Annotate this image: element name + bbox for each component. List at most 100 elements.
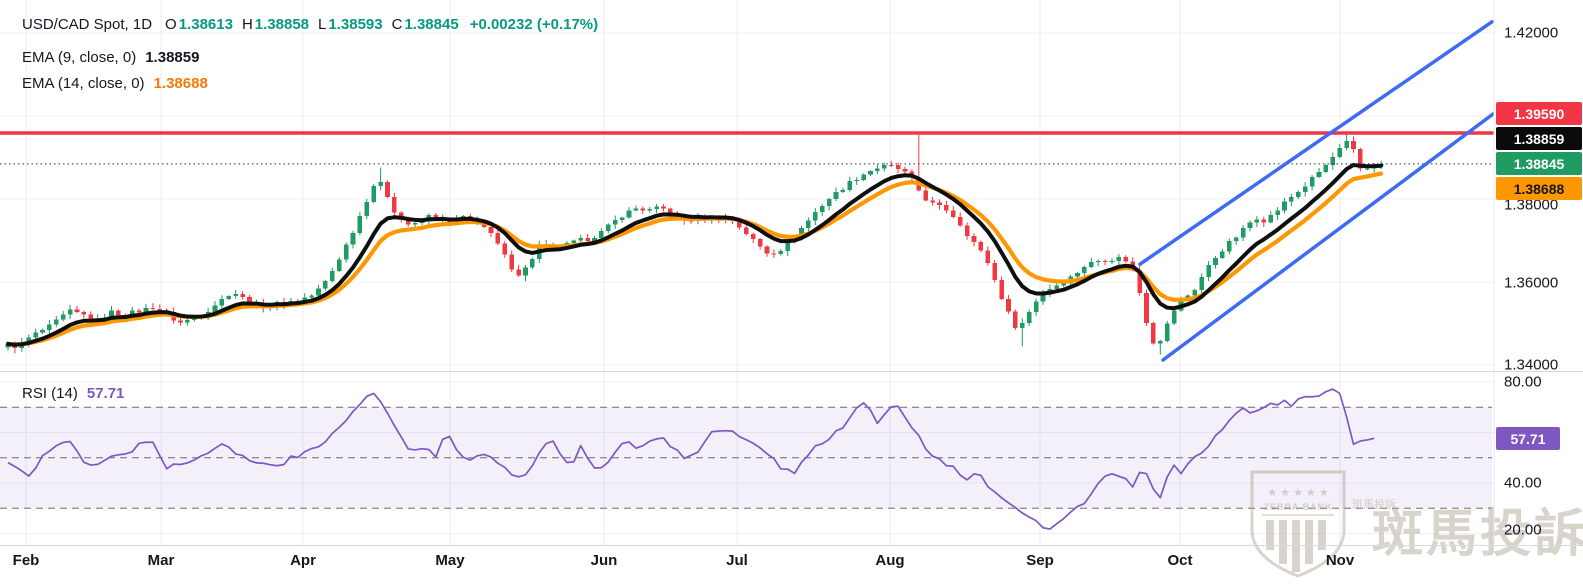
ema14-value: 1.38688: [153, 75, 208, 92]
candle-body: [750, 234, 756, 240]
candle-body: [1158, 340, 1163, 344]
candle-body: [799, 228, 804, 238]
open-label: O: [165, 16, 177, 33]
channel-lower-line[interactable]: [1161, 111, 1496, 362]
candle-body: [757, 239, 763, 247]
plot-area: [0, 0, 1496, 546]
candle-body: [1192, 290, 1198, 296]
watermark-shield-text: ZEBRA BANK: [1263, 502, 1332, 512]
high-label: H: [241, 16, 253, 33]
ema9-label: EMA (9, close, 0): [22, 49, 137, 66]
candle-body: [1227, 241, 1232, 252]
candle-body: [1316, 172, 1322, 177]
candle-body: [1095, 260, 1101, 263]
rsi-axis-label: 80.00: [1504, 373, 1542, 391]
candle-body: [67, 309, 73, 315]
candle-body: [378, 181, 383, 186]
candle-body: [226, 296, 232, 299]
candle-body: [1282, 201, 1287, 211]
candle-body: [1006, 298, 1011, 312]
candle-body: [364, 201, 370, 217]
candle-body: [1013, 311, 1018, 328]
candle-body: [1213, 258, 1218, 266]
candle-body: [1351, 141, 1356, 149]
candle-body: [523, 267, 528, 276]
close-label: C: [391, 16, 403, 33]
candle-body: [647, 209, 652, 211]
indicator-legend-rsi[interactable]: RSI (14) 57.71: [22, 385, 124, 402]
rsi-value: 57.71: [86, 385, 125, 402]
watermark-shield-stripe: [1279, 520, 1287, 564]
rsi-line: [7, 388, 1375, 530]
candle-body: [185, 319, 190, 323]
rsi-axis-label: 20.00: [1504, 521, 1542, 539]
candle-body: [26, 337, 31, 343]
candle-body: [1144, 293, 1149, 323]
candle-body: [923, 190, 928, 201]
candle-body: [826, 199, 832, 207]
candle-body: [405, 219, 411, 225]
candle-body: [640, 208, 646, 211]
ema9-line[interactable]: [6, 163, 1384, 347]
candle-body: [385, 181, 390, 198]
indicator-legend-ema14[interactable]: EMA (14, close, 0) 1.38688: [22, 75, 208, 92]
candle-body: [585, 238, 590, 241]
month-label-jul: Jul: [726, 552, 748, 569]
indicator-legend-ema9[interactable]: EMA (9, close, 0) 1.38859: [22, 49, 199, 66]
price-axis-label: 1.38000: [1504, 196, 1559, 214]
candle-body: [833, 192, 839, 200]
candle-body: [240, 293, 245, 297]
candle-body: [882, 164, 887, 169]
price-badge: 1.38845: [1496, 152, 1582, 175]
candle-body: [336, 259, 342, 272]
open-value: 1.38613: [178, 16, 233, 33]
channel-upper-line[interactable]: [1138, 20, 1494, 266]
candle-body: [1061, 283, 1066, 286]
candle-body: [88, 314, 94, 320]
candle-body: [109, 310, 114, 318]
candle-body: [1233, 237, 1239, 242]
candle-body: [1365, 168, 1370, 170]
candle-body: [371, 185, 376, 202]
candle-body: [840, 190, 846, 193]
candle-body: [571, 240, 577, 243]
month-label-sep: Sep: [1026, 552, 1054, 569]
ohlc-close: C 1.38845: [392, 16, 459, 33]
candle-body: [116, 310, 121, 315]
candle-body: [771, 253, 777, 255]
watermark-shield-stripe: [1318, 520, 1326, 550]
candle-body: [302, 297, 307, 301]
candle-body: [1302, 186, 1308, 192]
candle-body: [612, 220, 618, 225]
candle-body: [819, 206, 825, 212]
candle-body: [1116, 257, 1122, 262]
month-label-mar: Mar: [147, 552, 175, 569]
candle-body: [1254, 219, 1260, 223]
candle-body: [868, 171, 873, 175]
candle-body: [1123, 257, 1129, 262]
candle-body: [1109, 261, 1115, 263]
watermark-small-text: 斑馬投訴: [1352, 497, 1396, 511]
candle-body: [330, 271, 335, 281]
symbol-legend[interactable]: USD/CAD Spot, 1D O 1.38613 H 1.38858 L 1.38…: [22, 16, 598, 33]
candle-body: [1337, 147, 1342, 157]
candle-body: [1296, 191, 1301, 197]
candle-body: [599, 231, 604, 238]
candle-body: [895, 165, 901, 170]
candle-body: [1309, 176, 1315, 187]
candle-body: [1323, 164, 1329, 173]
candle-body: [150, 307, 156, 309]
candle-body: [1054, 285, 1060, 290]
month-label-feb: Feb: [12, 552, 40, 569]
candle-body: [1358, 148, 1363, 169]
candle-body: [419, 221, 425, 223]
candle-body: [502, 243, 508, 255]
candle-body: [592, 237, 597, 241]
watermark-big-text: 斑馬投訴: [1372, 505, 1583, 562]
price-badge: 1.38859: [1496, 127, 1582, 150]
candle-body: [744, 227, 749, 235]
candle-body: [937, 202, 942, 205]
candle-body: [806, 220, 811, 229]
